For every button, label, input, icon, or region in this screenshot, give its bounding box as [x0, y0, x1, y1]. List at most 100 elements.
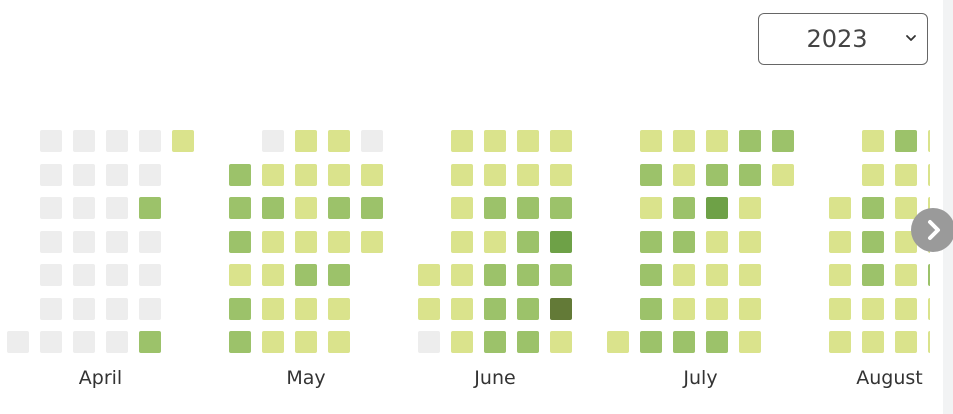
- day-cell[interactable]: [673, 197, 695, 219]
- day-cell[interactable]: [295, 230, 317, 253]
- day-cell[interactable]: [550, 197, 572, 219]
- day-cell[interactable]: [673, 264, 695, 286]
- day-cell[interactable]: [106, 197, 128, 219]
- day-cell[interactable]: [40, 331, 62, 353]
- day-cell[interactable]: [40, 130, 62, 152]
- day-cell[interactable]: [772, 130, 794, 152]
- day-cell[interactable]: [418, 264, 440, 286]
- day-cell[interactable]: [928, 130, 930, 152]
- day-cell[interactable]: [73, 331, 95, 353]
- day-cell[interactable]: [262, 230, 284, 253]
- day-cell[interactable]: [451, 230, 473, 253]
- day-cell[interactable]: [640, 297, 662, 320]
- day-cell[interactable]: [262, 264, 284, 286]
- day-cell[interactable]: [229, 230, 251, 253]
- day-cell[interactable]: [928, 331, 930, 353]
- day-cell[interactable]: [139, 197, 161, 219]
- day-cell[interactable]: [550, 264, 572, 286]
- day-cell[interactable]: [328, 130, 350, 152]
- day-cell[interactable]: [484, 264, 506, 286]
- day-cell[interactable]: [451, 331, 473, 353]
- day-cell[interactable]: [295, 331, 317, 353]
- day-cell[interactable]: [706, 264, 728, 286]
- day-cell[interactable]: [73, 163, 95, 186]
- day-cell[interactable]: [673, 230, 695, 253]
- day-cell[interactable]: [229, 264, 251, 286]
- day-cell[interactable]: [229, 297, 251, 320]
- day-cell[interactable]: [7, 331, 29, 353]
- day-cell[interactable]: [295, 264, 317, 286]
- day-cell[interactable]: [517, 264, 539, 286]
- day-cell[interactable]: [673, 130, 695, 152]
- day-cell[interactable]: [517, 331, 539, 353]
- day-cell[interactable]: [640, 331, 662, 353]
- next-button[interactable]: [911, 208, 953, 252]
- day-cell[interactable]: [928, 163, 930, 186]
- day-cell[interactable]: [361, 197, 383, 219]
- day-cell[interactable]: [451, 297, 473, 320]
- day-cell[interactable]: [451, 130, 473, 152]
- day-cell[interactable]: [550, 297, 572, 320]
- day-cell[interactable]: [106, 130, 128, 152]
- day-cell[interactable]: [739, 130, 761, 152]
- day-cell[interactable]: [451, 197, 473, 219]
- day-cell[interactable]: [862, 230, 884, 253]
- day-cell[interactable]: [550, 163, 572, 186]
- day-cell[interactable]: [106, 230, 128, 253]
- day-cell[interactable]: [706, 130, 728, 152]
- day-cell[interactable]: [139, 264, 161, 286]
- day-cell[interactable]: [484, 197, 506, 219]
- day-cell[interactable]: [40, 230, 62, 253]
- day-cell[interactable]: [517, 297, 539, 320]
- day-cell[interactable]: [40, 264, 62, 286]
- day-cell[interactable]: [550, 331, 572, 353]
- day-cell[interactable]: [862, 297, 884, 320]
- day-cell[interactable]: [73, 197, 95, 219]
- day-cell[interactable]: [139, 297, 161, 320]
- day-cell[interactable]: [862, 197, 884, 219]
- day-cell[interactable]: [229, 197, 251, 219]
- day-cell[interactable]: [229, 331, 251, 353]
- day-cell[interactable]: [739, 331, 761, 353]
- day-cell[interactable]: [106, 163, 128, 186]
- day-cell[interactable]: [484, 163, 506, 186]
- day-cell[interactable]: [895, 264, 917, 286]
- day-cell[interactable]: [607, 331, 629, 353]
- day-cell[interactable]: [706, 331, 728, 353]
- day-cell[interactable]: [139, 130, 161, 152]
- day-cell[interactable]: [640, 230, 662, 253]
- day-cell[interactable]: [139, 163, 161, 186]
- day-cell[interactable]: [706, 297, 728, 320]
- day-cell[interactable]: [40, 163, 62, 186]
- day-cell[interactable]: [640, 130, 662, 152]
- day-cell[interactable]: [418, 297, 440, 320]
- day-cell[interactable]: [262, 163, 284, 186]
- day-cell[interactable]: [106, 297, 128, 320]
- day-cell[interactable]: [229, 163, 251, 186]
- day-cell[interactable]: [640, 264, 662, 286]
- day-cell[interactable]: [262, 197, 284, 219]
- day-cell[interactable]: [73, 130, 95, 152]
- day-cell[interactable]: [295, 163, 317, 186]
- day-cell[interactable]: [451, 264, 473, 286]
- day-cell[interactable]: [106, 331, 128, 353]
- day-cell[interactable]: [295, 197, 317, 219]
- day-cell[interactable]: [829, 331, 851, 353]
- day-cell[interactable]: [928, 297, 930, 320]
- day-cell[interactable]: [739, 197, 761, 219]
- day-cell[interactable]: [73, 230, 95, 253]
- day-cell[interactable]: [328, 163, 350, 186]
- day-cell[interactable]: [361, 230, 383, 253]
- day-cell[interactable]: [484, 297, 506, 320]
- day-cell[interactable]: [550, 130, 572, 152]
- day-cell[interactable]: [517, 163, 539, 186]
- day-cell[interactable]: [484, 331, 506, 353]
- day-cell[interactable]: [484, 230, 506, 253]
- day-cell[interactable]: [328, 264, 350, 286]
- day-cell[interactable]: [862, 130, 884, 152]
- day-cell[interactable]: [451, 163, 473, 186]
- day-cell[interactable]: [895, 163, 917, 186]
- day-cell[interactable]: [640, 163, 662, 186]
- day-cell[interactable]: [73, 297, 95, 320]
- day-cell[interactable]: [106, 264, 128, 286]
